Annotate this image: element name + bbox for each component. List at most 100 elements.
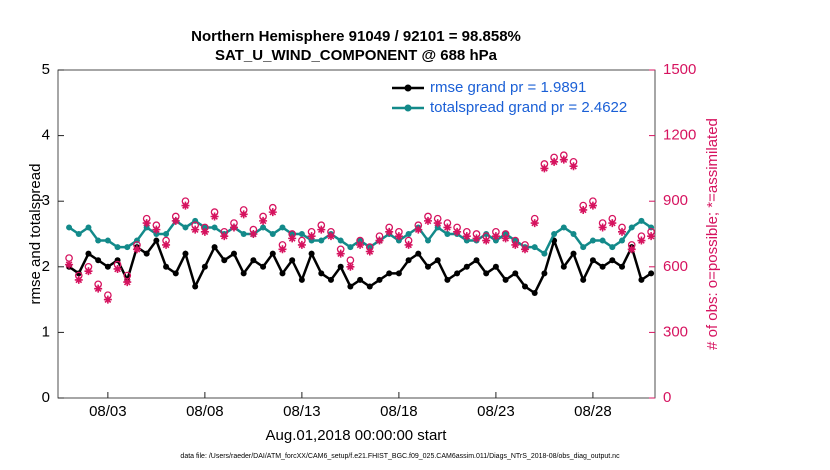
obs-assimilated [229,223,238,232]
obs-assimilated [618,227,627,236]
obs-assimilated [65,260,74,269]
point [298,276,305,283]
point [75,231,82,237]
legend-marker [404,104,412,112]
point [609,257,616,264]
point [638,217,645,224]
point [337,263,344,270]
point [638,276,645,283]
point [201,263,208,270]
obs-assimilated [588,201,597,210]
x-tick-label: 08/08 [186,403,224,420]
x-axis-label: Aug.01,2018 00:00:00 start [266,427,448,444]
point [405,231,412,237]
obs-assimilated [152,225,161,234]
point [153,237,160,244]
point [560,263,567,270]
y2-axis-label: # of obs: o=possible; *=assimilated [704,118,721,350]
point [250,257,257,264]
point [424,237,431,244]
point [279,270,286,277]
point [230,250,237,257]
obs-assimilated [559,155,568,164]
obs-assimilated [472,234,481,243]
point [221,257,228,264]
point [463,263,470,270]
point [327,276,334,283]
point [66,224,73,231]
point [143,250,150,257]
point [182,224,189,231]
point [163,263,170,270]
obs-assimilated [462,232,471,241]
y-axis-label: rmse and totalspread [27,164,44,305]
point [628,224,635,231]
point [609,244,616,251]
point [444,276,451,283]
obs-assimilated [530,219,539,228]
point [357,237,364,244]
point [104,237,111,244]
legend-label: rmse grand pr = 1.9891 [430,79,586,96]
point [502,276,509,283]
y2-tick-label: 300 [663,323,688,340]
obs-assimilated [608,219,617,228]
obs-assimilated [307,232,316,241]
y-tick-label: 5 [42,61,50,78]
obs-possible [65,254,73,262]
point [240,270,247,277]
obs-assimilated [501,234,510,243]
y2-tick-label: 600 [663,258,688,275]
x-tick-label: 08/28 [574,403,612,420]
point [366,244,373,251]
footnote: data file: /Users/raeder/DAI/ATM_forcXX/… [180,453,620,460]
point [580,244,587,251]
point [260,224,267,231]
obs-assimilated [569,162,578,171]
point [599,263,606,270]
point [269,250,276,257]
point [182,250,189,257]
obs-assimilated [598,223,607,232]
obs-assimilated [482,236,491,245]
obs-assimilated [627,245,636,254]
obs-assimilated [210,212,219,221]
obs-assimilated [647,232,656,241]
obs-assimilated [540,164,549,173]
point [163,231,170,237]
point [405,257,412,264]
obs-assimilated [113,264,122,273]
obs-assimilated [74,275,83,284]
y-tick-label: 3 [42,192,50,209]
obs-assimilated [491,232,500,241]
point [279,224,286,231]
obs-assimilated [423,216,432,225]
obs-assimilated [94,284,103,293]
point [395,237,402,244]
chart-subtitle: SAT_U_WIND_COMPONENT @ 688 hPa [215,47,498,64]
obs-assimilated [521,245,530,254]
y-tick-label: 2 [42,258,50,275]
x-tick-label: 08/18 [380,403,418,420]
point [85,250,92,257]
obs-assimilated [579,205,588,214]
point [560,224,567,231]
y-tick-label: 0 [42,389,50,406]
point [570,250,577,257]
point [541,250,548,257]
point [463,237,470,244]
chart-title: Northern Hemisphere 91049 / 92101 = 98.8… [191,28,521,45]
legend-marker [404,84,412,92]
point [318,270,325,277]
point [366,283,373,290]
point [619,237,626,244]
point [444,231,451,237]
obs-assimilated [414,225,423,234]
point [454,270,461,277]
point [172,270,179,277]
obs-assimilated [142,219,151,228]
y2-tick-label: 0 [663,389,671,406]
point [260,263,267,270]
point [434,224,441,231]
